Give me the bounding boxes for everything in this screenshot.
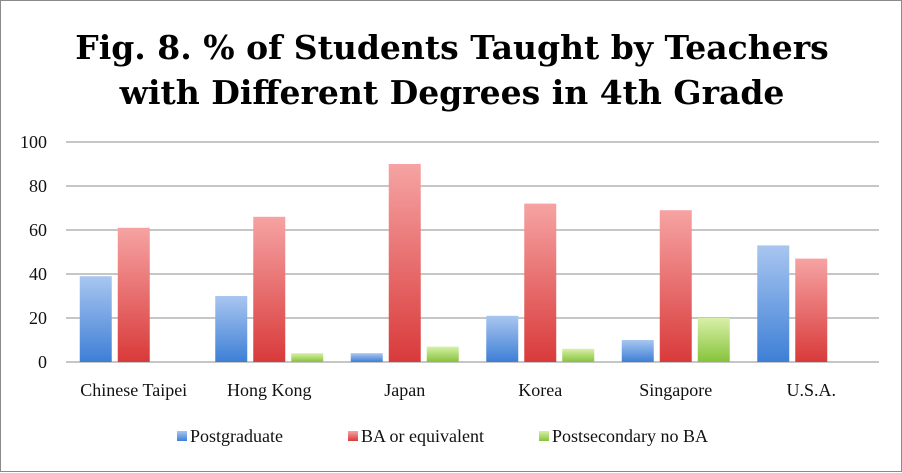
y-tick-label: 80 bbox=[29, 176, 47, 196]
x-axis-categories: Chinese Taipei Hong Kong Japan Korea Singapo… bbox=[80, 380, 836, 400]
bar-postsecondary-no-ba-japan bbox=[426, 346, 459, 362]
y-tick-label: 100 bbox=[20, 132, 47, 152]
bar-postgraduate-u-s-a- bbox=[757, 245, 790, 362]
bar-ba-or-equivalent-japan bbox=[388, 164, 421, 362]
bar-ba-or-equivalent-korea bbox=[524, 203, 557, 362]
x-category-label: U.S.A. bbox=[786, 380, 836, 400]
legend-swatch bbox=[348, 431, 358, 441]
bars bbox=[79, 164, 828, 362]
legend: Postgraduate BA or equivalent Postsecondar… bbox=[177, 426, 708, 446]
x-category-label: Chinese Taipei bbox=[80, 380, 187, 400]
y-tick-label: 20 bbox=[29, 308, 47, 328]
legend-label: Postsecondary no BA bbox=[552, 426, 708, 446]
legend-label: Postgraduate bbox=[190, 426, 283, 446]
bar-postgraduate-singapore bbox=[621, 340, 654, 362]
x-category-label: Korea bbox=[518, 380, 562, 400]
x-category-label: Hong Kong bbox=[227, 380, 312, 400]
bar-postgraduate-chinese-taipei bbox=[79, 276, 112, 362]
y-tick-label: 0 bbox=[38, 352, 47, 372]
bar-ba-or-equivalent-chinese-taipei bbox=[117, 227, 150, 362]
x-category-label: Japan bbox=[384, 380, 425, 400]
bar-postgraduate-korea bbox=[486, 315, 519, 362]
bar-postgraduate-hong-kong bbox=[215, 296, 248, 362]
chart-title-line-2: with Different Degrees in 4th Grade bbox=[119, 73, 785, 112]
bar-postsecondary-no-ba-hong-kong bbox=[291, 353, 324, 362]
bar-ba-or-equivalent-u-s-a- bbox=[795, 258, 828, 362]
gridlines bbox=[66, 141, 879, 363]
y-axis-ticks: 0 20 40 60 80 100 bbox=[20, 132, 47, 372]
x-category-label: Singapore bbox=[639, 380, 712, 400]
bar-ba-or-equivalent-singapore bbox=[659, 210, 692, 362]
chart-title-line-1: Fig. 8. % of Students Taught by Teachers bbox=[75, 28, 828, 67]
legend-swatch bbox=[177, 431, 187, 441]
legend-label: BA or equivalent bbox=[361, 426, 484, 446]
bar-postgraduate-japan bbox=[350, 353, 383, 362]
y-tick-label: 60 bbox=[29, 220, 47, 240]
bar-postsecondary-no-ba-korea bbox=[562, 348, 595, 362]
legend-swatch bbox=[539, 431, 549, 441]
y-tick-label: 40 bbox=[29, 264, 47, 284]
bar-ba-or-equivalent-hong-kong bbox=[253, 216, 286, 362]
bar-postsecondary-no-ba-singapore bbox=[697, 318, 730, 362]
